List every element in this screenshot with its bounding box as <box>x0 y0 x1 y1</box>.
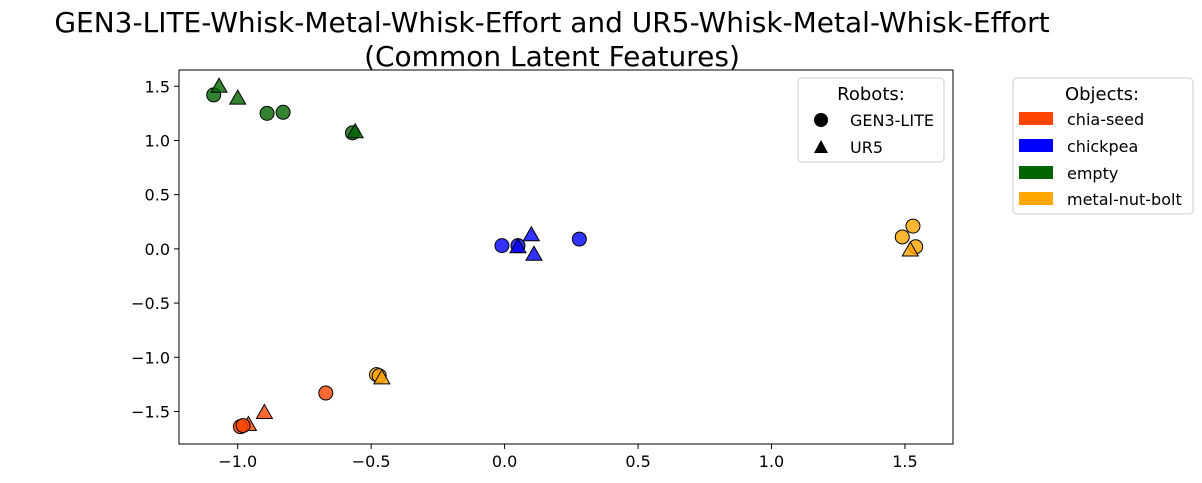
objects-legend-label-empty: empty <box>1067 164 1118 183</box>
plot-area-frame <box>178 69 954 445</box>
y-tick-label: −1.5 <box>131 402 170 421</box>
x-tick-label: −0.5 <box>352 452 391 471</box>
x-tick-label: 1.0 <box>759 452 784 471</box>
y-tick-label: 0.5 <box>145 186 170 205</box>
data-point-chia-seed-gen3-lite <box>235 418 251 434</box>
objects-legend-label-chickpea: chickpea <box>1067 137 1138 156</box>
objects-legend-label-metal-nut-bolt: metal-nut-bolt <box>1067 190 1182 209</box>
legend-swatch-chickpea <box>1019 139 1053 152</box>
data-point-chickpea-gen3-lite <box>494 238 510 254</box>
y-tick-label: 0.0 <box>145 240 170 259</box>
legend-swatch-metal-nut-bolt <box>1019 192 1053 205</box>
data-point-chickpea-ur5 <box>509 237 527 254</box>
legend-swatch-chia-seed <box>1019 112 1053 125</box>
objects-legend-label-chia-seed: chia-seed <box>1067 110 1144 129</box>
robots-legend-frame <box>797 77 945 163</box>
robots-legend: Robots: GEN3-LITE UR5 <box>797 77 945 163</box>
data-point-empty-gen3-lite <box>275 104 291 120</box>
x-axis-ticks: −1.0 −0.5 0.0 0.5 1.0 1.5 <box>218 444 918 471</box>
chart-title-line1: GEN3-LITE-Whisk-Metal-Whisk-Effort and U… <box>54 6 1049 39</box>
data-point-empty-ur5 <box>228 89 247 105</box>
data-points <box>206 77 924 435</box>
data-point-chickpea-ur5 <box>525 245 543 261</box>
data-point-chickpea-gen3-lite <box>571 231 587 247</box>
data-point-chia-seed-gen3-lite <box>318 385 334 401</box>
legend-swatch-empty <box>1019 166 1053 179</box>
robots-legend-label-gen3-lite: GEN3-LITE <box>850 111 934 130</box>
objects-legend: Objects: chia-seed chickpea empty metal-… <box>1012 77 1194 215</box>
data-point-metal-nut-bolt-gen3-lite <box>905 218 921 234</box>
objects-legend-frame <box>1012 77 1194 215</box>
robots-legend-title: Robots: <box>837 84 905 105</box>
x-tick-label: −1.0 <box>218 452 257 471</box>
data-point-metal-nut-bolt-ur5 <box>901 240 920 257</box>
data-point-metal-nut-bolt-ur5 <box>372 368 391 385</box>
chart-title-line2: (Common Latent Features) <box>364 40 740 73</box>
data-point-empty-ur5 <box>346 122 365 139</box>
x-tick-label: 0.5 <box>625 452 650 471</box>
y-tick-label: 1.5 <box>145 77 170 96</box>
data-point-empty-ur5 <box>210 77 228 93</box>
circle-marker-icon <box>814 113 828 127</box>
x-tick-label: 0.0 <box>492 452 517 471</box>
data-point-metal-nut-bolt-gen3-lite <box>894 229 910 245</box>
data-point-chickpea-ur5 <box>522 225 541 242</box>
y-tick-label: −1.0 <box>131 348 170 367</box>
x-tick-label: 1.5 <box>892 452 917 471</box>
y-axis-ticks: 1.5 1.0 0.5 0.0 −0.5 −1.0 −1.5 <box>131 77 179 421</box>
data-point-chia-seed-ur5 <box>255 403 274 420</box>
y-tick-label: −0.5 <box>131 294 170 313</box>
y-tick-label: 1.0 <box>145 131 170 150</box>
objects-legend-title: Objects: <box>1065 84 1139 105</box>
triangle-marker-icon <box>814 140 828 153</box>
robots-legend-label-ur5: UR5 <box>850 138 883 157</box>
data-point-empty-gen3-lite <box>259 105 275 121</box>
